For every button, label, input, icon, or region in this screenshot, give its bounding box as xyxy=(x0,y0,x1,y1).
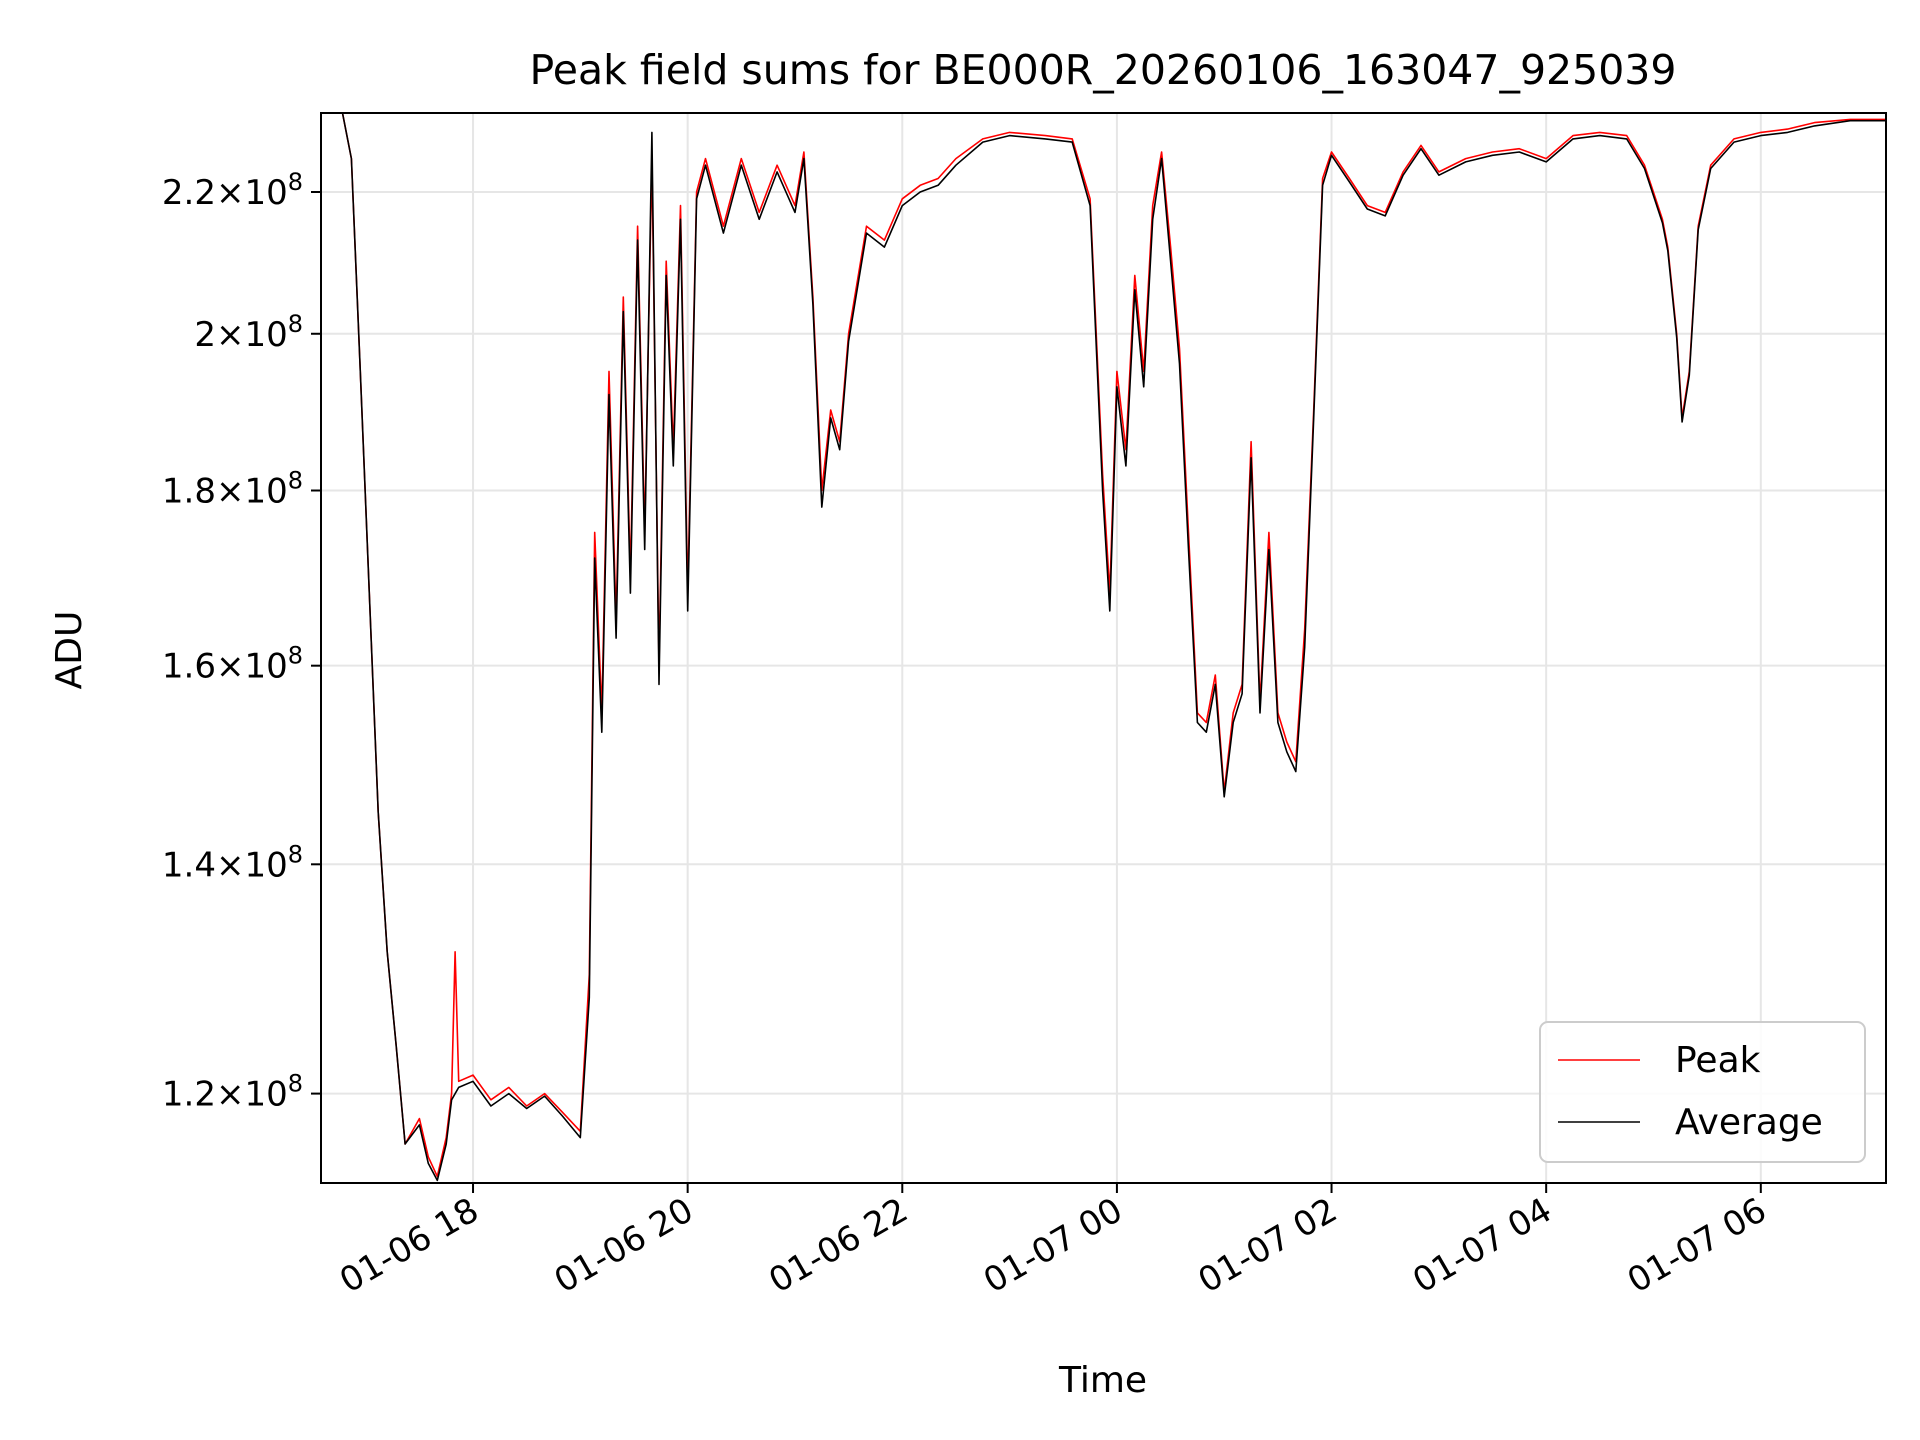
legend-box xyxy=(1539,1021,1866,1163)
x-axis: 01-06 18 01-06 20 01-06 22 01-07 00 01-07 02… xyxy=(333,1183,1773,1301)
x-tick-label: 01-07 04 xyxy=(1406,1190,1558,1301)
series-line-average xyxy=(341,112,1886,1182)
legend-label-average: Average xyxy=(1675,1102,1823,1143)
y-axis-label: ADU xyxy=(49,611,90,690)
plot-frame xyxy=(320,112,1887,1184)
series-line-peak xyxy=(341,112,1886,1178)
x-tick-label: 01-06 20 xyxy=(548,1190,700,1301)
legend: Peak Average xyxy=(1539,1021,1866,1163)
x-tick-label: 01-06 22 xyxy=(762,1190,914,1301)
x-tick-label: 01-07 02 xyxy=(1192,1190,1344,1301)
legend-label-peak: Peak xyxy=(1675,1040,1761,1081)
y-tick-label: 1.8×108 xyxy=(162,466,303,511)
x-tick-label: 01-07 06 xyxy=(1621,1190,1773,1301)
grid xyxy=(321,113,1886,1183)
y-tick-label: 2×108 xyxy=(194,310,303,355)
x-tick-label: 01-06 18 xyxy=(333,1190,485,1301)
x-tick-label: 01-07 00 xyxy=(977,1190,1129,1301)
plot-series xyxy=(341,112,1886,1182)
y-tick-label: 2.2×108 xyxy=(162,168,303,213)
y-axis: 1.2×108 1.4×108 1.6×108 1.8×108 2×108 2.2×108 xyxy=(162,168,321,1115)
y-tick-label: 1.6×108 xyxy=(162,642,303,687)
x-axis-label: Time xyxy=(1058,1360,1147,1401)
y-tick-label: 1.4×108 xyxy=(162,840,303,885)
chart-title: Peak field sums for BE000R_20260106_1630… xyxy=(530,46,1677,94)
y-tick-label: 1.2×108 xyxy=(162,1070,303,1115)
